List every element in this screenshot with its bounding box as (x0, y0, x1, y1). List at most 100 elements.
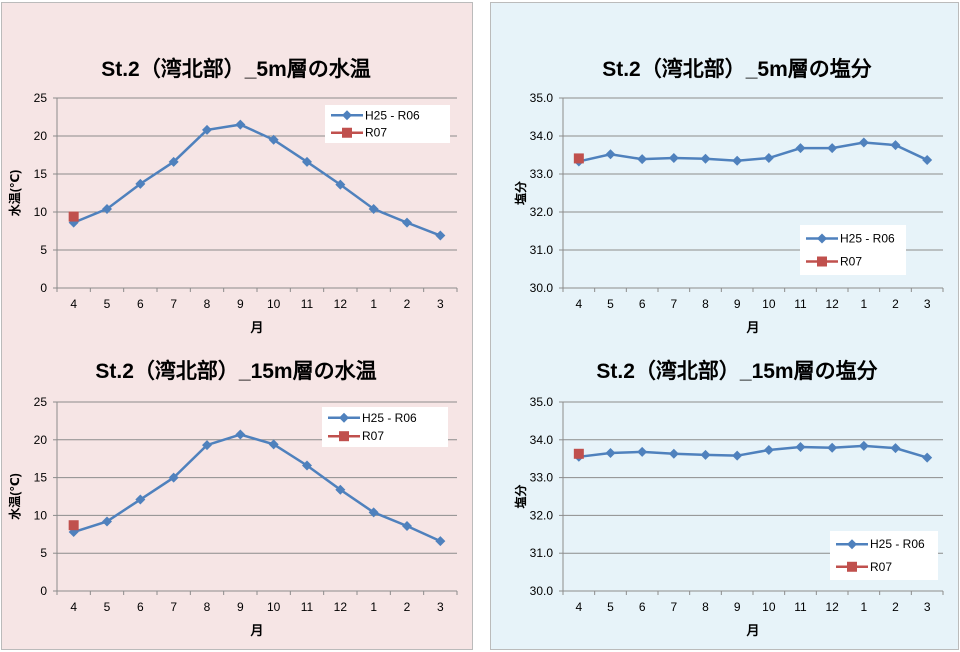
data-point-h25-r06 (668, 448, 679, 459)
y-tick-label: 10 (34, 205, 48, 219)
data-point-h25-r06 (135, 178, 146, 189)
x-tick-label: 5 (607, 297, 614, 311)
legend-box (830, 531, 938, 580)
x-tick-label: 7 (170, 297, 177, 311)
x-tick-label: 6 (137, 297, 144, 311)
x-tick-label: 11 (301, 600, 314, 614)
x-tick-label: 9 (734, 297, 741, 311)
data-point-h25-r06 (402, 520, 412, 531)
chart-4: St.2（湾北部）_15m層の塩分 30.0 31.0 32.0 33.0 34.0 35.… (513, 359, 944, 638)
data-point-h25-r06 (335, 179, 346, 190)
y-axis-label: 塩分 (513, 484, 528, 508)
data-point-h25-r06 (335, 484, 346, 495)
x-tick-label: 3 (924, 600, 931, 614)
y-tick-label: 5 (40, 243, 47, 257)
x-tick-label: 1 (370, 600, 377, 614)
x-tick-label: 5 (104, 297, 111, 311)
x-tick-label: 9 (734, 600, 741, 614)
data-point-h25-r06 (637, 154, 648, 165)
data-point-h25-r06 (637, 446, 648, 457)
x-axis-label: 月 (745, 320, 759, 335)
data-point-h25-r06 (102, 203, 112, 214)
data-point-h25-r06 (763, 445, 774, 456)
data-point-h25-r06 (368, 507, 379, 518)
y-axis-label: 水温(℃) (7, 473, 22, 520)
y-tick-label: 34.0 (530, 433, 554, 447)
x-tick-label: 12 (334, 600, 348, 614)
data-point-h25-r06 (605, 448, 616, 459)
x-tick-label: 10 (762, 297, 776, 311)
y-tick-label: 35.0 (530, 395, 554, 409)
x-tick-label: 12 (825, 297, 839, 311)
data-point-h25-r06 (858, 137, 869, 148)
data-point-h25-r06 (402, 217, 412, 228)
data-point-r07 (68, 520, 79, 531)
x-tick-label: 10 (267, 297, 281, 311)
data-point-h25-r06 (268, 134, 279, 145)
data-point-r07 (573, 153, 584, 164)
data-point-h25-r06 (700, 449, 711, 460)
legend-label-r07: R07 (840, 255, 862, 269)
data-point-h25-r06 (763, 153, 774, 164)
y-tick-label: 0 (40, 281, 47, 295)
legend-label-h25-r06: H25 - R06 (362, 411, 417, 425)
x-axis-label: 月 (249, 623, 263, 638)
x-tick-label: 6 (639, 297, 646, 311)
data-point-h25-r06 (605, 149, 616, 160)
data-point-h25-r06 (368, 203, 379, 214)
legend-marker-r07 (342, 127, 352, 138)
y-tick-label: 30.0 (530, 584, 554, 598)
legend: H25 - R06 R07 (830, 531, 938, 580)
legend: H25 - R06 R07 (800, 225, 906, 275)
data-point-h25-r06 (202, 440, 212, 451)
series-line-h25-r06 (73, 123, 441, 237)
data-point-h25-r06 (435, 230, 446, 241)
x-tick-label: 4 (70, 297, 77, 311)
x-tick-label: 3 (437, 297, 444, 311)
x-tick-label: 4 (575, 600, 582, 614)
x-tick-label: 2 (892, 297, 899, 311)
y-tick-label: 5 (40, 546, 47, 560)
data-point-h25-r06 (268, 439, 279, 450)
legend-marker-h25-r06 (847, 539, 857, 550)
x-tick-label: 1 (370, 297, 377, 311)
y-tick-label: 31.0 (530, 546, 554, 560)
x-tick-label: 7 (170, 600, 177, 614)
data-point-h25-r06 (732, 450, 743, 461)
x-tick-label: 2 (404, 297, 411, 311)
legend-marker-h25-r06 (342, 110, 352, 121)
data-point-h25-r06 (922, 154, 933, 165)
y-tick-label: 35.0 (530, 91, 554, 105)
legend-label-h25-r06: H25 - R06 (365, 108, 420, 122)
x-tick-label: 8 (702, 297, 709, 311)
x-tick-label: 2 (892, 600, 899, 614)
legend-box (800, 225, 906, 275)
x-tick-label: 5 (104, 600, 111, 614)
data-point-h25-r06 (668, 153, 679, 164)
y-tick-label: 20 (34, 129, 48, 143)
y-tick-label: 25 (34, 91, 48, 105)
data-point-h25-r06 (795, 143, 806, 154)
y-tick-label: 32.0 (530, 508, 554, 522)
data-point-h25-r06 (302, 156, 312, 167)
y-tick-label: 33.0 (530, 167, 554, 181)
x-tick-label: 8 (702, 600, 709, 614)
data-point-h25-r06 (302, 460, 312, 471)
legend-label-h25-r06: H25 - R06 (870, 537, 925, 551)
x-tick-label: 10 (267, 600, 281, 614)
x-tick-label: 9 (237, 600, 244, 614)
y-tick-label: 0 (40, 584, 47, 598)
y-tick-label: 15 (34, 471, 48, 485)
data-point-h25-r06 (795, 441, 806, 452)
y-tick-label: 20 (34, 433, 48, 447)
x-tick-label: 4 (70, 600, 77, 614)
data-point-h25-r06 (890, 443, 901, 454)
x-tick-label: 6 (137, 600, 144, 614)
legend-marker-r07 (339, 431, 349, 442)
x-tick-label: 8 (204, 297, 211, 311)
chart-title: St.2（湾北部）_15m層の水温 (95, 359, 376, 383)
data-point-r07 (573, 448, 584, 459)
data-point-h25-r06 (858, 440, 869, 451)
data-point-h25-r06 (235, 429, 246, 440)
